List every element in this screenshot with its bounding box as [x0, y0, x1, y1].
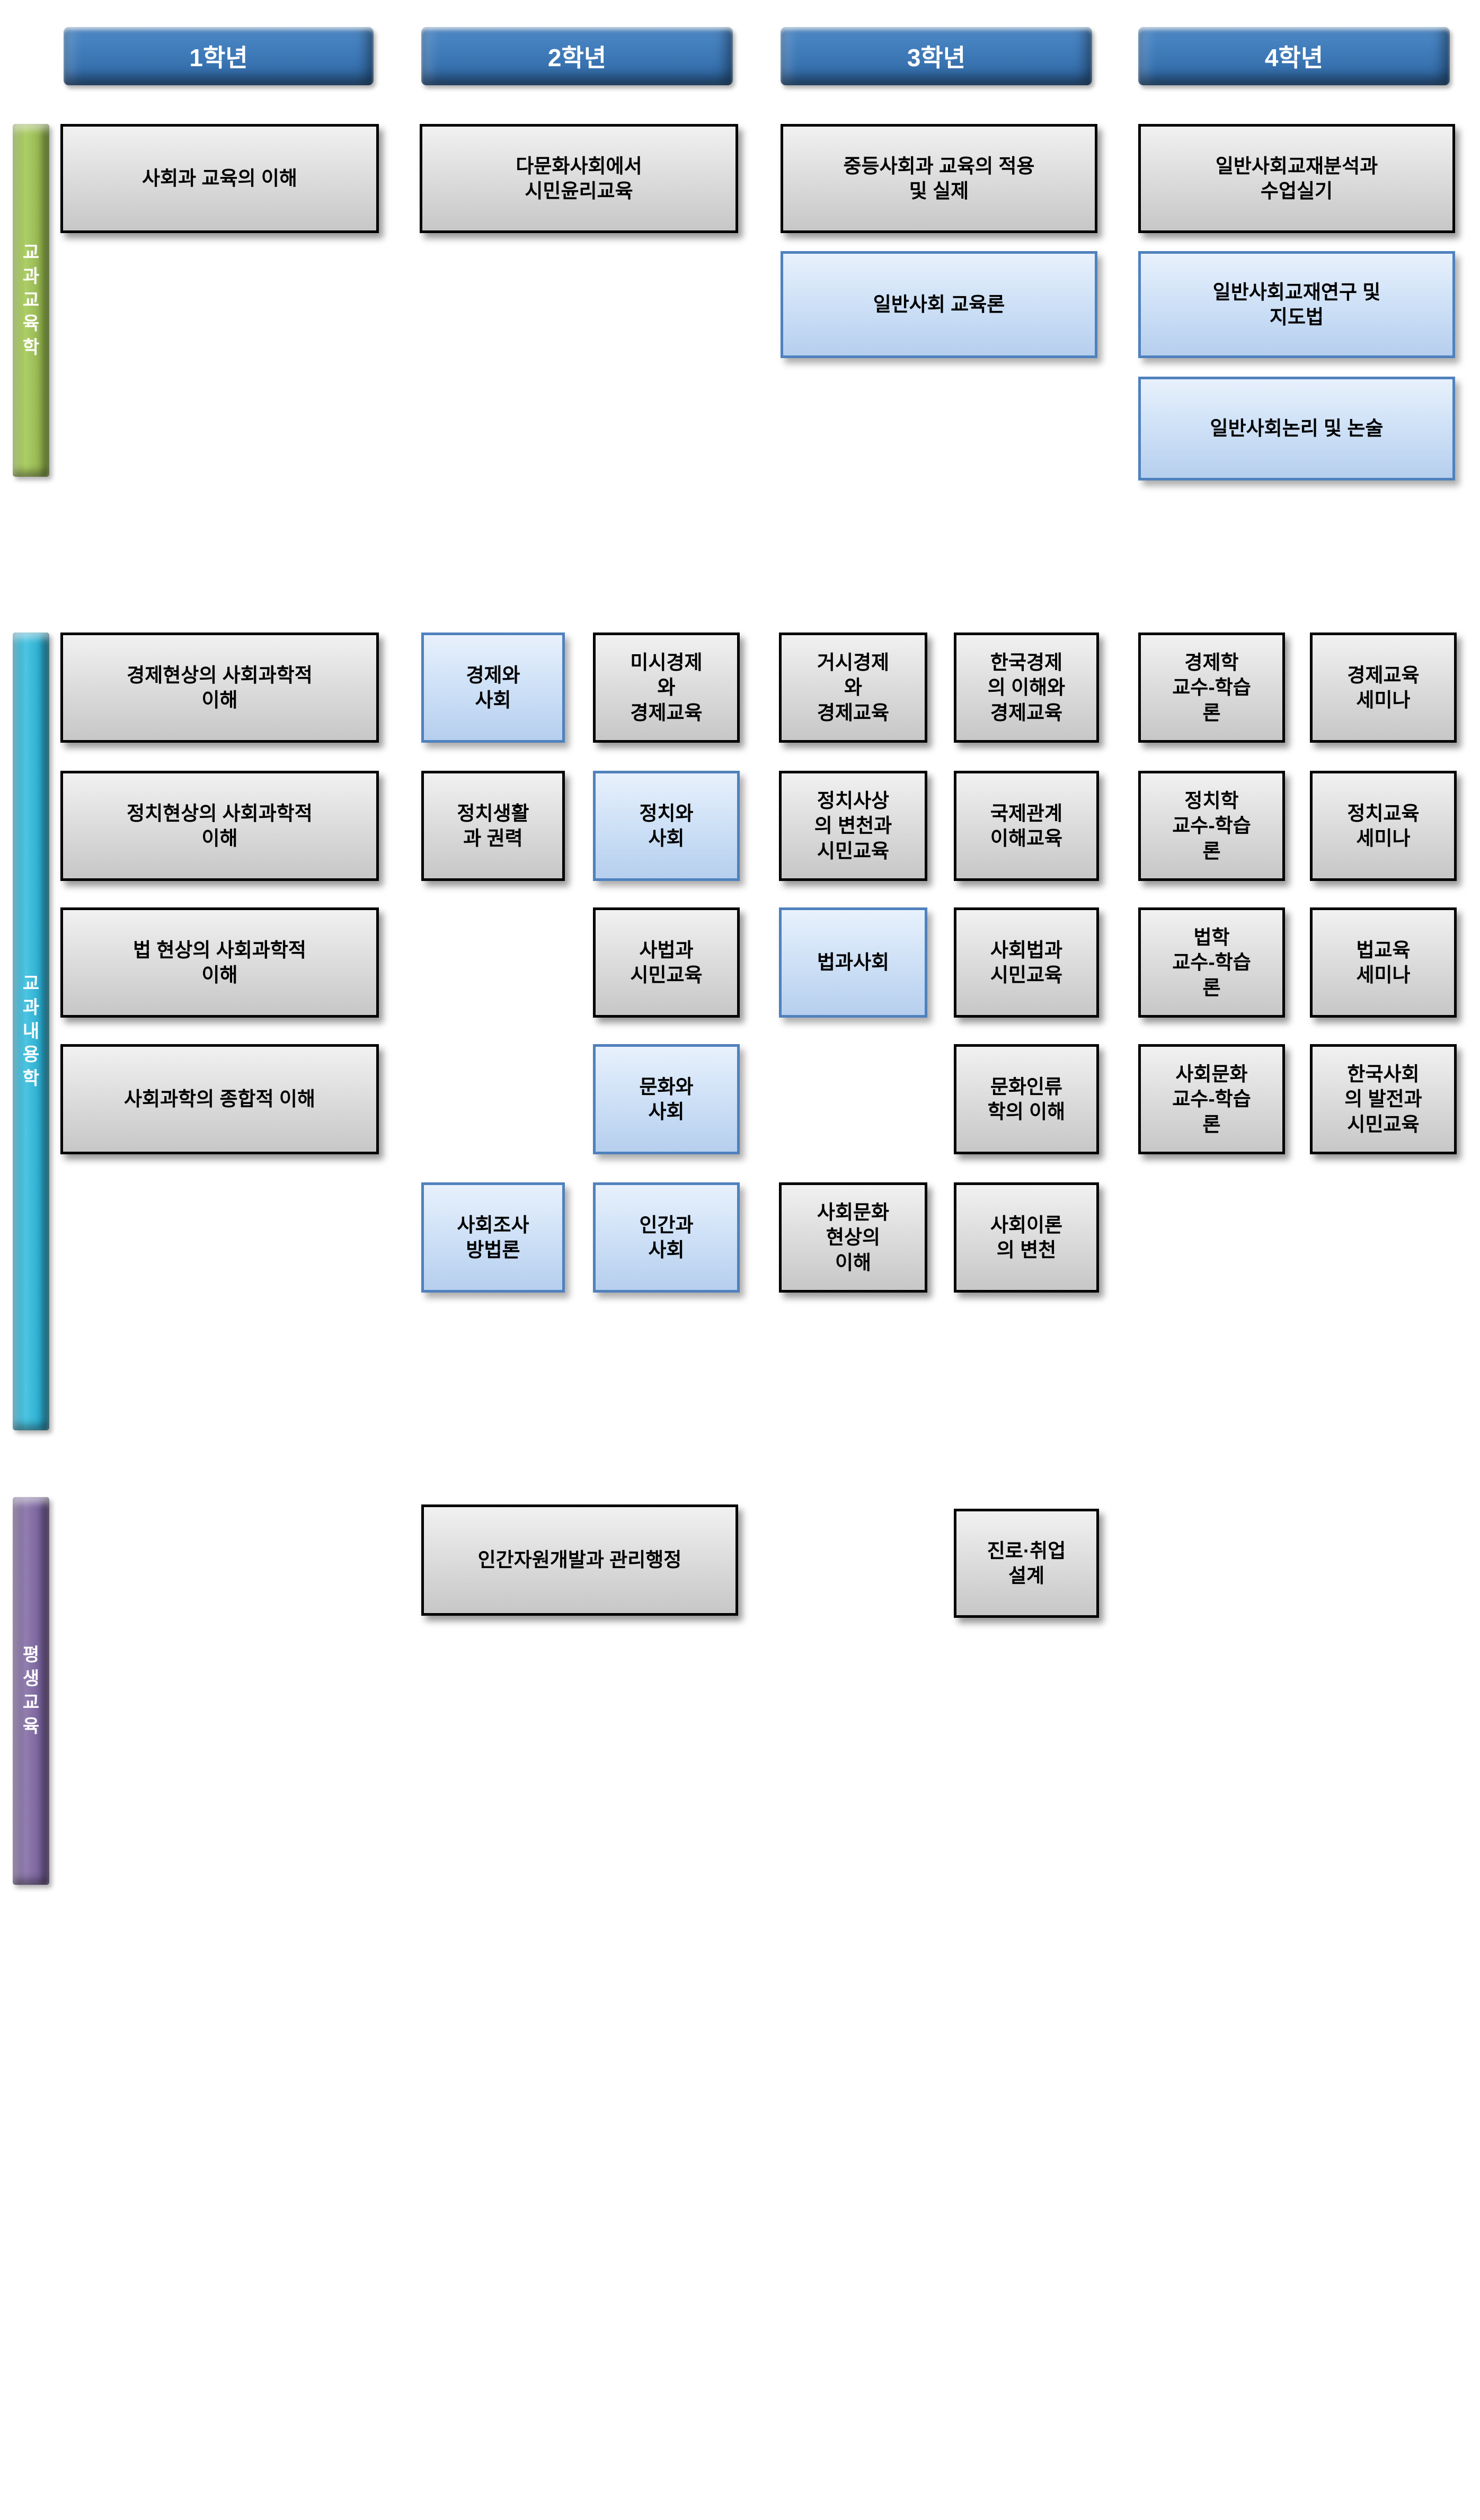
course-box: 사회과 교육의 이해: [60, 124, 379, 233]
course-box-label: 인간과 사회: [639, 1214, 694, 1261]
course-box-label: 법교육 세미나: [1356, 939, 1411, 986]
course-box-label: 일반사회교재분석과 수업실기: [1215, 155, 1378, 202]
course-box-label: 법 현상의 사회과학적 이해: [133, 939, 306, 986]
year-header-3: 3학년: [781, 27, 1092, 85]
course-box: 경제학 교수-학습 론: [1138, 633, 1285, 743]
bar-lifelong-education-section: 평 생 교 육: [13, 1497, 49, 1885]
course-box-label: 경제교육 세미나: [1347, 664, 1420, 711]
course-box: 한국경제 의 이해와 경제교육: [954, 633, 1099, 743]
course-box: 법교육 세미나: [1310, 907, 1457, 1018]
year-header-2: 2학년: [421, 27, 733, 85]
course-box-label: 한국사회 의 발전과 시민교육: [1344, 1063, 1422, 1135]
course-box-label: 국제관계 이해교육: [990, 802, 1063, 849]
course-box: 정치와 사회: [593, 771, 740, 881]
course-box-label: 인간자원개발과 관리행정: [477, 1549, 682, 1571]
course-box-label: 경제학 교수-학습 론: [1172, 651, 1251, 724]
year-header-2-label: 2학년: [547, 44, 607, 72]
course-box: 정치사상 의 변천과 시민교육: [779, 771, 927, 881]
year-header-1-label: 1학년: [189, 44, 248, 72]
course-box-label: 일반사회교재연구 및 지도법: [1212, 281, 1381, 328]
course-box: 법과사회: [779, 907, 927, 1018]
course-box-label: 거시경제 와 경제교육: [817, 651, 890, 724]
course-box-label: 사회법과 시민교육: [990, 939, 1063, 986]
course-box-label: 사회과 교육의 이해: [142, 167, 297, 190]
bar-subject-pedagogy-section: 교 과 교 육 학: [13, 124, 49, 477]
course-box: 미시경제 와 경제교육: [593, 633, 740, 743]
course-box: 경제교육 세미나: [1310, 633, 1457, 743]
course-box: 문화인류 학의 이해: [954, 1044, 1099, 1154]
course-box-label: 한국경제 의 이해와 경제교육: [987, 651, 1066, 724]
course-box-label: 정치와 사회: [639, 802, 694, 849]
course-box: 사회이론 의 변천: [954, 1182, 1099, 1293]
course-box: 국제관계 이해교육: [954, 771, 1099, 881]
course-box: 한국사회 의 발전과 시민교육: [1310, 1044, 1457, 1154]
course-box-label: 중등사회과 교육의 적용 및 실제: [843, 155, 1035, 202]
course-box-label: 사회조사 방법론: [457, 1214, 529, 1261]
course-box: 경제와 사회: [421, 633, 565, 743]
course-box-label: 법학 교수-학습 론: [1172, 926, 1251, 999]
course-box: 법 현상의 사회과학적 이해: [60, 907, 379, 1018]
course-box-label: 사회문화 교수-학습 론: [1172, 1063, 1251, 1135]
course-box: 경제현상의 사회과학적 이해: [60, 633, 379, 743]
year-header-1: 1학년: [64, 27, 374, 85]
course-box-label: 사법과 시민교육: [630, 939, 703, 986]
course-box: 진로·취업 설계: [954, 1509, 1099, 1618]
course-box-label: 미시경제 와 경제교육: [630, 651, 703, 724]
course-box: 인간자원개발과 관리행정: [421, 1504, 738, 1616]
course-box: 정치현상의 사회과학적 이해: [60, 771, 379, 881]
course-box: 일반사회논리 및 논술: [1138, 377, 1455, 480]
course-box-label: 진로·취업 설계: [987, 1539, 1066, 1587]
year-header-4-label: 4학년: [1264, 44, 1324, 72]
course-box-label: 사회이론 의 변천: [990, 1214, 1063, 1261]
course-box: 인간과 사회: [593, 1182, 740, 1293]
course-box-label: 경제와 사회: [466, 664, 520, 711]
course-box-label: 일반사회 교육론: [873, 293, 1005, 316]
course-box-label: 법과사회: [817, 951, 890, 974]
course-box: 일반사회교재연구 및 지도법: [1138, 251, 1455, 358]
course-box: 법학 교수-학습 론: [1138, 907, 1285, 1018]
year-header-3-label: 3학년: [907, 44, 966, 72]
course-box-label: 다문화사회에서 시민윤리교육: [516, 155, 642, 202]
course-box-label: 문화와 사회: [639, 1075, 694, 1123]
course-box-label: 정치현상의 사회과학적 이해: [127, 802, 313, 849]
course-box: 사회문화 현상의 이해: [779, 1182, 927, 1293]
course-box: 중등사회과 교육의 적용 및 실제: [781, 124, 1097, 233]
bar-subject-content-label: 교 과 내 용 학: [22, 973, 40, 1089]
course-box: 다문화사회에서 시민윤리교육: [420, 124, 738, 233]
course-box-label: 문화인류 학의 이해: [987, 1075, 1066, 1123]
course-box: 정치학 교수-학습 론: [1138, 771, 1285, 881]
course-box: 사회과학의 종합적 이해: [60, 1044, 379, 1154]
course-box-label: 사회과학의 종합적 이해: [124, 1088, 315, 1110]
course-box: 정치생활 과 권력: [421, 771, 565, 881]
course-box: 사법과 시민교육: [593, 907, 740, 1018]
course-box: 일반사회교재분석과 수업실기: [1138, 124, 1455, 233]
course-box-label: 사회문화 현상의 이해: [817, 1201, 890, 1274]
course-box: 사회문화 교수-학습 론: [1138, 1044, 1285, 1154]
course-box-label: 정치생활 과 권력: [457, 802, 529, 849]
course-box: 문화와 사회: [593, 1044, 740, 1154]
course-box: 일반사회 교육론: [781, 251, 1097, 358]
course-box: 사회법과 시민교육: [954, 907, 1099, 1018]
course-box: 사회조사 방법론: [421, 1182, 565, 1293]
year-header-4: 4학년: [1138, 27, 1450, 85]
course-box: 정치교육 세미나: [1310, 771, 1457, 881]
course-box-label: 정치교육 세미나: [1347, 802, 1420, 849]
course-box: 거시경제 와 경제교육: [779, 633, 927, 743]
bar-subject-content-section: 교 과 내 용 학: [13, 633, 49, 1430]
course-box-label: 정치사상 의 변천과 시민교육: [814, 789, 892, 862]
course-box-label: 경제현상의 사회과학적 이해: [127, 664, 313, 711]
bar-lifelong-education-label: 평 생 교 육: [22, 1645, 40, 1737]
bar-subject-pedagogy-label: 교 과 교 육 학: [22, 242, 40, 358]
course-box-label: 일반사회논리 및 논술: [1210, 417, 1384, 440]
course-box-label: 정치학 교수-학습 론: [1172, 789, 1251, 862]
